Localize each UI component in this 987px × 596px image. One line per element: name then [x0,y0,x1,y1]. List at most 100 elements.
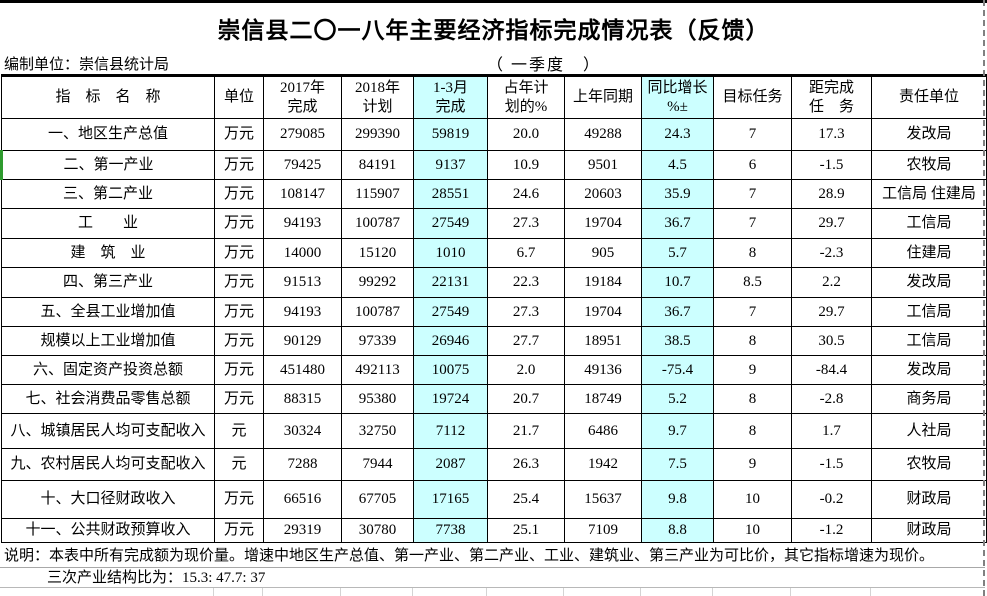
table-cell[interactable]: 67705 [341,480,414,519]
table-cell[interactable]: 7 [713,179,792,209]
table-cell[interactable]: 8 [713,326,792,356]
table-cell[interactable]: 2087 [413,448,488,481]
indicator-name-cell[interactable]: 十、大口径财政收入 [1,480,215,519]
table-cell[interactable]: 7288 [263,448,342,481]
table-cell[interactable]: 79425 [263,150,342,180]
table-cell[interactable]: 15637 [564,480,642,519]
table-cell[interactable]: 20603 [564,179,642,209]
table-cell[interactable]: 10075 [413,355,488,385]
table-cell[interactable]: 18749 [564,384,642,414]
table-cell[interactable]: 10.7 [641,267,714,298]
column-header[interactable]: 目标任务 [713,75,792,119]
table-cell[interactable]: 7738 [413,518,488,543]
table-cell[interactable]: 7944 [341,448,414,481]
indicator-name-cell[interactable]: 六、固定资产投资总额 [1,355,215,385]
table-cell[interactable]: 99292 [341,267,414,298]
table-cell[interactable]: 10 [713,480,792,519]
column-header[interactable]: 同比增长 %± [641,75,714,119]
table-cell[interactable]: 91513 [263,267,342,298]
table-cell[interactable]: 15120 [341,238,414,268]
column-header[interactable]: 距完成 任 务 [791,75,872,119]
table-cell[interactable]: 28.9 [791,179,872,209]
table-cell[interactable]: 7109 [564,518,642,543]
table-cell[interactable]: 19704 [564,208,642,239]
table-cell[interactable]: 工信局 住建局 [871,179,987,209]
table-cell[interactable]: 工信局 [871,297,987,327]
table-cell[interactable]: 22131 [413,267,488,298]
table-cell[interactable]: 商务局 [871,384,987,414]
table-cell[interactable]: 27549 [413,297,488,327]
table-cell[interactable]: 6486 [564,413,642,449]
table-cell[interactable]: 万元 [214,384,264,414]
table-cell[interactable]: 19724 [413,384,488,414]
table-cell[interactable]: 19704 [564,297,642,327]
table-cell[interactable]: 94193 [263,208,342,239]
table-cell[interactable]: 30.5 [791,326,872,356]
table-cell[interactable]: 279085 [263,118,342,151]
table-cell[interactable]: 9 [713,355,792,385]
table-cell[interactable]: 84191 [341,150,414,180]
table-cell[interactable]: 8.8 [641,518,714,543]
table-cell[interactable]: 7.5 [641,448,714,481]
table-cell[interactable]: 9137 [413,150,488,180]
table-cell[interactable]: -1.2 [791,518,872,543]
indicator-name-cell[interactable]: 建 筑 业 [1,238,215,268]
column-header[interactable]: 2017年 完成 [263,75,342,119]
table-cell[interactable]: 农牧局 [871,448,987,481]
table-cell[interactable]: 发改局 [871,267,987,298]
table-cell[interactable]: 2.0 [487,355,565,385]
table-cell[interactable]: 8 [713,384,792,414]
table-cell[interactable]: 28551 [413,179,488,209]
table-cell[interactable]: 27.3 [487,208,565,239]
table-cell[interactable]: 24.6 [487,179,565,209]
table-cell[interactable]: -1.5 [791,150,872,180]
table-cell[interactable]: 27.3 [487,297,565,327]
column-header[interactable]: 单位 [214,75,264,119]
table-cell[interactable]: 工信局 [871,208,987,239]
indicator-name-cell[interactable]: 十一、公共财政预算收入 [1,518,215,543]
table-cell[interactable]: 6.7 [487,238,565,268]
table-cell[interactable]: 8 [713,238,792,268]
table-cell[interactable]: 30324 [263,413,342,449]
table-cell[interactable]: 7112 [413,413,488,449]
column-header[interactable]: 1-3月 完成 [413,75,488,119]
table-cell[interactable]: 59819 [413,118,488,151]
table-cell[interactable]: 17165 [413,480,488,519]
table-cell[interactable]: 1942 [564,448,642,481]
table-cell[interactable]: -1.5 [791,448,872,481]
table-cell[interactable]: 万元 [214,118,264,151]
indicator-name-cell[interactable]: 二、第一产业 [0,150,215,180]
table-cell[interactable]: 22.3 [487,267,565,298]
table-cell[interactable]: 万元 [214,208,264,239]
table-cell[interactable]: 88315 [263,384,342,414]
table-cell[interactable]: 万元 [214,518,264,543]
table-cell[interactable]: 29.7 [791,297,872,327]
column-header[interactable]: 指 标 名 称 [1,75,215,119]
indicator-name-cell[interactable]: 九、农村居民人均可支配收入 [1,448,215,481]
table-cell[interactable]: 9501 [564,150,642,180]
table-cell[interactable]: 299390 [341,118,414,151]
table-cell[interactable]: 27.7 [487,326,565,356]
indicator-name-cell[interactable]: 四、第三产业 [1,267,215,298]
table-cell[interactable]: 35.9 [641,179,714,209]
table-cell[interactable]: 49288 [564,118,642,151]
table-cell[interactable]: 6 [713,150,792,180]
column-header[interactable]: 占年计 划的% [487,75,565,119]
table-cell[interactable]: 27549 [413,208,488,239]
table-cell[interactable]: 4.5 [641,150,714,180]
table-cell[interactable]: -84.4 [791,355,872,385]
indicator-name-cell[interactable]: 规模以上工业增加值 [1,326,215,356]
table-cell[interactable]: 25.4 [487,480,565,519]
table-cell[interactable]: 万元 [214,150,264,180]
column-header[interactable]: 责任单位 [871,75,987,119]
table-cell[interactable]: 49136 [564,355,642,385]
table-cell[interactable]: 万元 [214,355,264,385]
table-cell[interactable]: 97339 [341,326,414,356]
table-cell[interactable]: 住建局 [871,238,987,268]
column-header[interactable]: 2018年 计划 [341,75,414,119]
table-cell[interactable]: 100787 [341,297,414,327]
table-cell[interactable]: 90129 [263,326,342,356]
indicator-name-cell[interactable]: 一、地区生产总值 [1,118,215,151]
indicator-name-cell[interactable]: 八、城镇居民人均可支配收入 [1,413,215,449]
table-cell[interactable]: 36.7 [641,208,714,239]
